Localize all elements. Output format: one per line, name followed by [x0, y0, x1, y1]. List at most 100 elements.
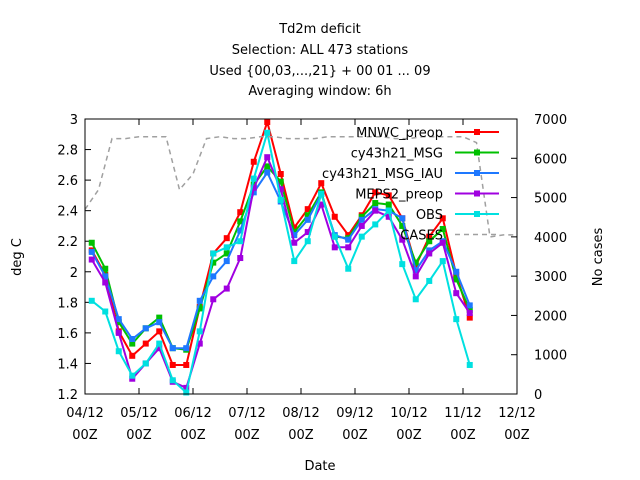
- data-point: [426, 238, 433, 245]
- data-point: [466, 302, 473, 309]
- chart-title-line-2: Selection: ALL 473 stations: [232, 43, 409, 58]
- legend-marker: [474, 149, 480, 156]
- data-point: [102, 308, 109, 315]
- data-point: [250, 158, 257, 165]
- legend-label: cy43h21_MSG_IAU: [322, 167, 443, 182]
- data-point: [277, 171, 284, 177]
- legend-label: cy43h21_MSG: [351, 147, 443, 162]
- data-point: [183, 361, 190, 368]
- y-tick-label: 2.8: [57, 144, 78, 159]
- data-point: [318, 180, 325, 187]
- data-point: [102, 279, 109, 286]
- data-point: [250, 181, 257, 188]
- legend-label: MNWC_preop: [356, 126, 443, 141]
- data-point: [345, 232, 352, 239]
- data-point: [331, 233, 338, 240]
- data-point: [426, 233, 433, 240]
- data-point: [156, 319, 163, 326]
- data-point: [250, 184, 257, 191]
- data-point: [129, 352, 136, 359]
- data-point: [358, 222, 365, 229]
- data-point: [237, 255, 244, 262]
- data-point: [264, 154, 271, 161]
- data-point: [223, 244, 230, 251]
- data-point: [223, 235, 230, 242]
- x-tick-label-hour: 00Z: [450, 428, 476, 443]
- data-point: [196, 297, 203, 304]
- data-point: [331, 213, 338, 220]
- data-point: [372, 207, 379, 214]
- y-tick-label: 2.6: [57, 174, 78, 189]
- chart-title-line-1: Td2m deficit: [278, 22, 361, 37]
- data-point: [183, 384, 190, 391]
- series-layer: [84, 118, 517, 396]
- data-point: [345, 244, 352, 251]
- y-tick-label: 2.4: [57, 205, 78, 220]
- data-point: [304, 212, 311, 219]
- x-tick-label-date: 10/12: [390, 406, 427, 421]
- data-point: [453, 276, 460, 283]
- x-tick-label-hour: 00Z: [72, 428, 98, 443]
- data-point: [453, 271, 460, 278]
- data-point: [277, 186, 284, 193]
- data-point: [115, 319, 122, 326]
- data-point: [210, 273, 217, 280]
- data-point: [412, 273, 419, 280]
- data-point: [466, 314, 473, 321]
- legend-marker: [474, 190, 480, 197]
- data-point: [142, 360, 149, 367]
- data-point: [88, 248, 95, 255]
- data-point: [264, 129, 271, 136]
- data-point: [277, 178, 284, 185]
- data-point: [426, 250, 433, 257]
- data-point: [439, 226, 446, 232]
- y2-tick-label: 4000: [534, 231, 567, 246]
- axes-group: 1.2 1.4 1.6 1.8 2 2.2 2.4 2.6 2.8 3 0 1000 2000 3000 4…: [57, 113, 567, 443]
- data-point: [183, 389, 190, 396]
- legend-label: OBS: [416, 208, 443, 223]
- y-tick-label: 1.2: [57, 388, 78, 403]
- data-point: [345, 265, 352, 272]
- y-tick-label: 2: [70, 266, 78, 281]
- chart-title-line-3: Used {00,03,...,21} + 00 01 ... 09: [209, 64, 430, 79]
- data-point: [453, 316, 460, 323]
- data-point: [115, 316, 122, 323]
- data-point: [358, 213, 365, 220]
- x-tick-label-hour: 00Z: [504, 428, 530, 443]
- data-point: [291, 239, 298, 246]
- x-tick-label-date: 06/12: [174, 406, 211, 421]
- y-tick-label: 1.4: [57, 357, 78, 372]
- data-point: [196, 328, 203, 335]
- data-point: [142, 325, 149, 332]
- data-point: [466, 310, 473, 317]
- legend-marker: [474, 211, 480, 217]
- x-tick-label-date: 11/12: [444, 406, 481, 421]
- y-tick-label: 1.8: [57, 296, 78, 311]
- data-point: [142, 340, 149, 347]
- data-point: [115, 348, 122, 355]
- data-point: [169, 345, 176, 352]
- series-cases: [84, 135, 517, 238]
- data-point: [169, 361, 176, 368]
- data-point: [237, 218, 244, 225]
- data-point: [345, 236, 352, 243]
- data-point: [129, 375, 136, 382]
- data-point: [210, 296, 217, 303]
- data-point: [426, 247, 433, 254]
- data-point: [412, 296, 419, 303]
- data-point: [466, 306, 473, 313]
- data-point: [277, 196, 284, 203]
- data-point: [291, 224, 298, 231]
- data-point: [399, 215, 406, 222]
- data-point: [291, 258, 298, 265]
- data-point: [156, 340, 163, 347]
- y2-axis-label: No cases: [591, 228, 606, 287]
- data-point: [88, 256, 95, 263]
- data-point: [426, 277, 433, 284]
- data-point: [439, 239, 446, 246]
- data-point: [223, 285, 230, 292]
- x-tick-label-date: 05/12: [120, 406, 157, 421]
- data-point: [264, 169, 271, 176]
- data-point: [196, 340, 203, 347]
